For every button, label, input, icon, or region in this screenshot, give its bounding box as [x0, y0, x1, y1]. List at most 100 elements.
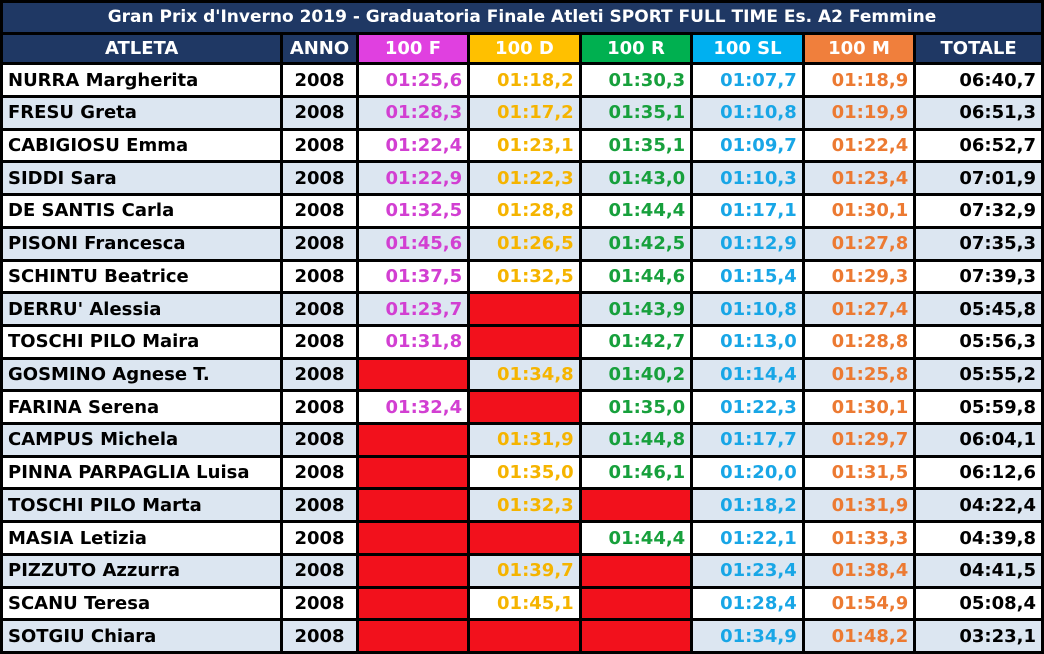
event-time: 01:35,1	[581, 98, 691, 128]
event-time: 01:44,6	[581, 261, 691, 292]
event-time: 01:22,4	[358, 130, 468, 161]
event-time: 01:25,8	[804, 359, 914, 390]
event-time: 01:42,7	[581, 326, 691, 357]
event-time: 01:38,4	[804, 555, 914, 586]
athlete-name: NURRA Margherita	[3, 65, 281, 96]
column-header: ATLETA	[3, 34, 281, 63]
total-time: 07:39,3	[916, 261, 1041, 292]
athlete-name: MASIA Letizia	[3, 523, 281, 553]
event-time: 01:19,9	[804, 98, 914, 128]
athlete-name: SIDDI Sara	[3, 163, 281, 194]
event-time: 01:17,1	[693, 196, 802, 226]
birth-year: 2008	[283, 457, 356, 488]
athlete-name: TOSCHI PILO Maira	[3, 326, 281, 357]
event-time: 01:40,2	[581, 359, 691, 390]
event-time: 01:10,3	[693, 163, 802, 194]
event-time: 01:31,9	[804, 490, 914, 521]
missing-time	[581, 555, 691, 586]
athlete-row: SCANU Teresa 2008 01:45,1 01:28,4 01:54,9 05:…	[3, 588, 1041, 619]
event-time: 01:10,8	[693, 98, 802, 128]
birth-year: 2008	[283, 196, 356, 226]
column-header: 100 R	[581, 34, 691, 63]
event-time: 01:18,9	[804, 65, 914, 96]
missing-time	[358, 588, 468, 619]
event-time: 01:29,7	[804, 425, 914, 455]
event-time: 01:37,5	[358, 261, 468, 292]
event-time: 01:48,2	[804, 621, 914, 651]
event-time: 01:20,0	[693, 457, 802, 488]
athlete-name: SCANU Teresa	[3, 588, 281, 619]
event-time: 01:25,6	[358, 65, 468, 96]
event-time: 01:28,8	[470, 196, 579, 226]
total-time: 04:22,4	[916, 490, 1041, 521]
event-time: 01:30,1	[804, 196, 914, 226]
athlete-name: GOSMINO Agnese T.	[3, 359, 281, 390]
event-time: 01:32,3	[470, 490, 579, 521]
birth-year: 2008	[283, 425, 356, 455]
column-header: 100 SL	[693, 34, 802, 63]
event-time: 01:22,9	[358, 163, 468, 194]
event-time: 01:27,4	[804, 294, 914, 324]
column-header: 100 F	[358, 34, 468, 63]
header-row: ATLETA ANNO 100 F 100 D 100 R 100 SL 100 M TOTA…	[3, 34, 1041, 63]
total-time: 07:32,9	[916, 196, 1041, 226]
event-time: 01:23,4	[693, 555, 802, 586]
birth-year: 2008	[283, 98, 356, 128]
event-time: 01:28,4	[693, 588, 802, 619]
event-time: 01:44,8	[581, 425, 691, 455]
event-time: 01:45,6	[358, 228, 468, 259]
birth-year: 2008	[283, 130, 356, 161]
event-time: 01:31,8	[358, 326, 468, 357]
event-time: 01:33,3	[804, 523, 914, 553]
athlete-name: SOTGIU Chiara	[3, 621, 281, 651]
event-time: 01:34,9	[693, 621, 802, 651]
athlete-name: FRESU Greta	[3, 98, 281, 128]
table-title: Gran Prix d'Inverno 2019 - Graduatoria F…	[3, 3, 1041, 32]
birth-year: 2008	[283, 261, 356, 292]
athlete-name: PISONI Francesca	[3, 228, 281, 259]
event-time: 01:29,3	[804, 261, 914, 292]
event-time: 01:17,7	[693, 425, 802, 455]
event-time: 01:42,5	[581, 228, 691, 259]
event-time: 01:32,4	[358, 392, 468, 423]
event-time: 01:28,8	[804, 326, 914, 357]
birth-year: 2008	[283, 326, 356, 357]
event-time: 01:43,9	[581, 294, 691, 324]
event-time: 01:23,1	[470, 130, 579, 161]
missing-time	[358, 555, 468, 586]
athlete-row: FRESU Greta 2008 01:28,3 01:17,2 01:35,1 01:1…	[3, 98, 1041, 128]
birth-year: 2008	[283, 490, 356, 521]
athlete-name: CABIGIOSU Emma	[3, 130, 281, 161]
missing-time	[470, 392, 579, 423]
total-time: 05:55,2	[916, 359, 1041, 390]
birth-year: 2008	[283, 163, 356, 194]
event-time: 01:30,3	[581, 65, 691, 96]
event-time: 01:35,1	[581, 130, 691, 161]
athlete-name: PINNA PARPAGLIA Luisa	[3, 457, 281, 488]
athlete-row: SOTGIU Chiara 2008 01:34,9 01:48,2 03:23,1	[3, 621, 1041, 651]
total-time: 05:56,3	[916, 326, 1041, 357]
event-time: 01:18,2	[470, 65, 579, 96]
athlete-row: SIDDI Sara 2008 01:22,9 01:22,3 01:43,0 01:10…	[3, 163, 1041, 194]
athlete-row: SCHINTU Beatrice 2008 01:37,5 01:32,5 01:44,…	[3, 261, 1041, 292]
athlete-row: DE SANTIS Carla 2008 01:32,5 01:28,8 01:44,4…	[3, 196, 1041, 226]
event-time: 01:15,4	[693, 261, 802, 292]
athlete-name: TOSCHI PILO Marta	[3, 490, 281, 521]
missing-time	[581, 490, 691, 521]
athlete-row: GOSMINO Agnese T. 2008 01:34,8 01:40,2 01:14…	[3, 359, 1041, 390]
event-time: 01:22,1	[693, 523, 802, 553]
event-time: 01:17,2	[470, 98, 579, 128]
event-time: 01:27,8	[804, 228, 914, 259]
missing-time	[358, 523, 468, 553]
birth-year: 2008	[283, 523, 356, 553]
event-time: 01:10,8	[693, 294, 802, 324]
event-time: 01:46,1	[581, 457, 691, 488]
birth-year: 2008	[283, 65, 356, 96]
column-header: 100 D	[470, 34, 579, 63]
event-time: 01:34,8	[470, 359, 579, 390]
total-time: 05:59,8	[916, 392, 1041, 423]
event-time: 01:31,9	[470, 425, 579, 455]
event-time: 01:35,0	[581, 392, 691, 423]
event-time: 01:22,4	[804, 130, 914, 161]
